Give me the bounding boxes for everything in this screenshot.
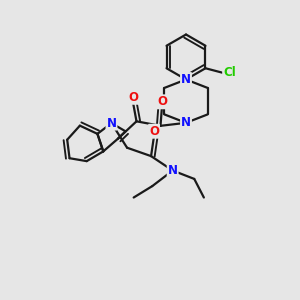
Text: N: N [106,117,116,130]
Text: N: N [168,164,178,177]
Text: Cl: Cl [223,66,236,79]
Text: O: O [149,125,159,138]
Text: O: O [157,95,167,108]
Text: N: N [181,116,191,129]
Text: O: O [128,91,138,104]
Text: N: N [181,73,191,86]
